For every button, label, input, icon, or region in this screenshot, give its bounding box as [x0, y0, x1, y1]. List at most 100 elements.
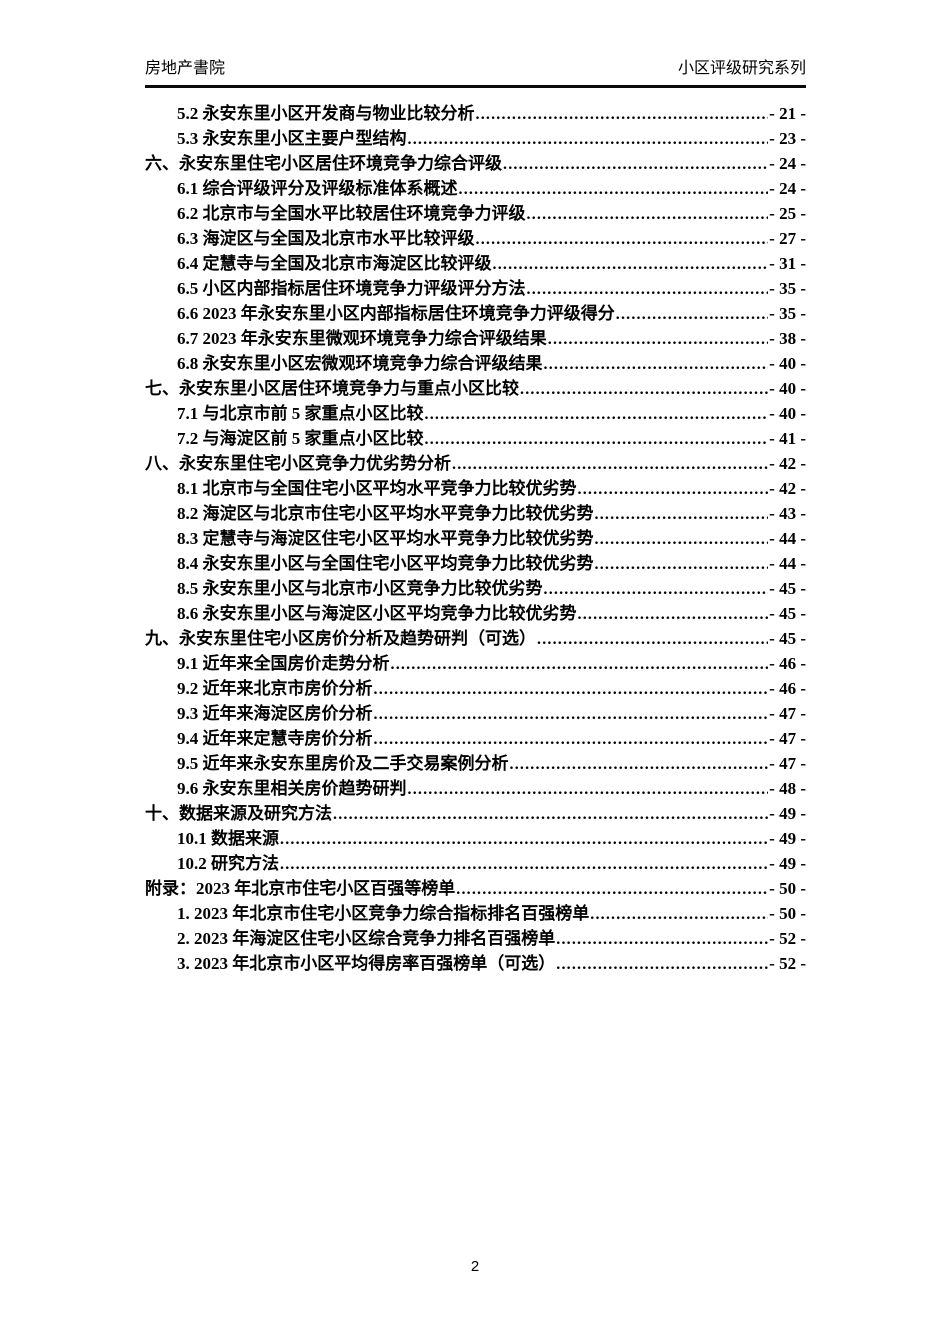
toc-dot-leader [578, 601, 769, 626]
toc-entry: 9.5 近年来永安东里房价及二手交易案例分析 - 47 - [145, 751, 806, 776]
toc-entry: 6.4 定慧寺与全国及北京市海淀区比较评级 - 31 - [145, 251, 806, 276]
page-footer: 2 [0, 1258, 950, 1275]
toc-entry-title: 7.2 与海淀区前 5 家重点小区比较 [177, 429, 424, 448]
toc-entry: 5.3 永安东里小区主要户型结构 - 23 - [145, 126, 806, 151]
toc-entry-title: 九、永安东里住宅小区房价分析及趋势研判（可选） [145, 629, 536, 648]
toc-entry: 附录：2023 年北京市住宅小区百强等榜单 - 50 - [145, 876, 806, 901]
toc-entry: 十、数据来源及研究方法 - 49 - [145, 801, 806, 826]
toc-entry-title: 9.6 永安东里相关房价趋势研判 [177, 779, 407, 798]
toc-dot-leader [280, 826, 768, 851]
toc-entry-title: 6.7 2023 年永安东里微观环境竞争力综合评级结果 [177, 329, 547, 348]
toc-entry-title: 附录：2023 年北京市住宅小区百强等榜单 [145, 879, 456, 898]
toc-dot-leader [459, 176, 769, 201]
toc-entry: 6.6 2023 年永安东里小区内部指标居住环境竞争力评级得分 - 35 - [145, 301, 806, 326]
page-header: 房地产書院 小区评级研究系列 [145, 58, 806, 88]
toc-entry-title: 9.5 近年来永安东里房价及二手交易案例分析 [177, 754, 509, 773]
toc-entry-page-number: - 40 - [769, 379, 806, 398]
toc-dot-leader [408, 126, 769, 151]
toc-dot-leader [374, 701, 769, 726]
toc-entry: 3. 2023 年北京市小区平均得房率百强榜单（可选） - 52 - [145, 951, 806, 976]
toc-entry-page-number: - 44 - [769, 529, 806, 548]
toc-entry-page-number: - 50 - [769, 879, 806, 898]
toc-entry-title: 10.2 研究方法 [177, 854, 279, 873]
toc-entry: 6.3 海淀区与全国及北京市水平比较评级 - 27 - [145, 226, 806, 251]
toc-entry-page-number: - 24 - [769, 179, 806, 198]
toc-entry-page-number: - 31 - [769, 254, 806, 273]
toc-entry: 9.3 近年来海淀区房价分析 - 47 - [145, 701, 806, 726]
toc-entry-title: 10.1 数据来源 [177, 829, 279, 848]
toc-dot-leader [476, 226, 769, 251]
toc-dot-leader [408, 776, 769, 801]
toc-dot-leader [503, 151, 768, 176]
toc-dot-leader [548, 326, 768, 351]
toc-dot-leader [527, 276, 769, 301]
toc-entry-title: 7.1 与北京市前 5 家重点小区比较 [177, 404, 424, 423]
toc-entry-title: 十、数据来源及研究方法 [145, 804, 332, 823]
toc-entry-title: 6.8 永安东里小区宏微观环境竞争力综合评级结果 [177, 354, 543, 373]
toc-entry-title: 8.6 永安东里小区与海淀区小区平均竞争力比较优劣势 [177, 604, 577, 623]
toc-entry-title: 6.5 小区内部指标居住环境竞争力评级评分方法 [177, 279, 526, 298]
toc-entry-page-number: - 47 - [769, 729, 806, 748]
toc-entry-page-number: - 38 - [769, 329, 806, 348]
toc-entry: 8.6 永安东里小区与海淀区小区平均竞争力比较优劣势 - 45 - [145, 601, 806, 626]
footer-page-number: 2 [470, 1258, 480, 1275]
toc-entry-page-number: - 45 - [769, 604, 806, 623]
toc-entry-page-number: - 50 - [769, 904, 806, 923]
toc-dot-leader [520, 376, 768, 401]
toc-dot-leader [391, 651, 769, 676]
toc-entry-page-number: - 48 - [769, 779, 806, 798]
toc-dot-leader [452, 451, 768, 476]
toc-entry: 8.5 永安东里小区与北京市小区竞争力比较优劣势 - 45 - [145, 576, 806, 601]
toc-entry: 6.1 综合评级评分及评级标准体系概述 - 24 - [145, 176, 806, 201]
toc-entry-page-number: - 23 - [769, 129, 806, 148]
toc-entry-title: 6.2 北京市与全国水平比较居住环境竞争力评级 [177, 204, 526, 223]
toc-dot-leader [578, 476, 769, 501]
toc-dot-leader [425, 426, 769, 451]
toc-entry-page-number: - 41 - [769, 429, 806, 448]
toc-entry-title: 八、永安东里住宅小区竞争力优劣势分析 [145, 454, 451, 473]
toc-dot-leader [537, 626, 768, 651]
toc-entry: 9.4 近年来定慧寺房价分析 - 47 - [145, 726, 806, 751]
toc-entry-title: 8.3 定慧寺与海淀区住宅小区平均水平竞争力比较优劣势 [177, 529, 594, 548]
toc-entry: 6.2 北京市与全国水平比较居住环境竞争力评级 - 25 - [145, 201, 806, 226]
toc-dot-leader [374, 726, 769, 751]
toc-entry-page-number: - 21 - [769, 104, 806, 123]
toc-entry-page-number: - 46 - [769, 679, 806, 698]
toc-entry-page-number: - 47 - [769, 754, 806, 773]
toc-dot-leader [456, 876, 768, 901]
toc-entry-page-number: - 49 - [769, 804, 806, 823]
toc-entry-page-number: - 43 - [769, 504, 806, 523]
toc-entry: 7.1 与北京市前 5 家重点小区比较 - 40 - [145, 401, 806, 426]
toc-dot-leader [556, 951, 768, 976]
toc-entry-title: 5.3 永安东里小区主要户型结构 [177, 129, 407, 148]
toc-entry-page-number: - 46 - [769, 654, 806, 673]
toc-entry-page-number: - 52 - [769, 954, 806, 973]
toc-dot-leader [544, 576, 769, 601]
toc-entry: 8.3 定慧寺与海淀区住宅小区平均水平竞争力比较优劣势 - 44 - [145, 526, 806, 551]
toc-entry-page-number: - 45 - [769, 629, 806, 648]
toc-entry-page-number: - 45 - [769, 579, 806, 598]
toc-entry: 8.4 永安东里小区与全国住宅小区平均竞争力比较优劣势 - 44 - [145, 551, 806, 576]
toc-entry-title: 8.2 海淀区与北京市住宅小区平均水平竞争力比较优劣势 [177, 504, 594, 523]
toc-entry-title: 6.4 定慧寺与全国及北京市海淀区比较评级 [177, 254, 492, 273]
toc-entry-title: 8.1 北京市与全国住宅小区平均水平竞争力比较优劣势 [177, 479, 577, 498]
toc-entry-title: 2. 2023 年海淀区住宅小区综合竞争力排名百强榜单 [177, 929, 556, 948]
toc-entry-title: 六、永安东里住宅小区居住环境竞争力综合评级 [145, 154, 502, 173]
toc-entry: 七、永安东里小区居住环境竞争力与重点小区比较 - 40 - [145, 376, 806, 401]
toc-entry: 六、永安东里住宅小区居住环境竞争力综合评级 - 24 - [145, 151, 806, 176]
toc-dot-leader [476, 101, 769, 126]
toc-dot-leader [544, 351, 769, 376]
toc-entry-page-number: - 52 - [769, 929, 806, 948]
toc-entry-title: 9.1 近年来全国房价走势分析 [177, 654, 390, 673]
toc-entry: 6.8 永安东里小区宏微观环境竞争力综合评级结果 - 40 - [145, 351, 806, 376]
toc-dot-leader [616, 301, 768, 326]
toc-entry-title: 1. 2023 年北京市住宅小区竞争力综合指标排名百强榜单 [177, 904, 590, 923]
toc-entry-title: 6.6 2023 年永安东里小区内部指标居住环境竞争力评级得分 [177, 304, 615, 323]
header-left-text: 房地产書院 [145, 60, 226, 77]
toc-entry-title: 3. 2023 年北京市小区平均得房率百强榜单（可选） [177, 954, 556, 973]
toc-entry-page-number: - 24 - [769, 154, 806, 173]
toc-dot-leader [333, 801, 768, 826]
toc-entry-title: 七、永安东里小区居住环境竞争力与重点小区比较 [145, 379, 519, 398]
toc-entry: 1. 2023 年北京市住宅小区竞争力综合指标排名百强榜单 - 50 - [145, 901, 806, 926]
